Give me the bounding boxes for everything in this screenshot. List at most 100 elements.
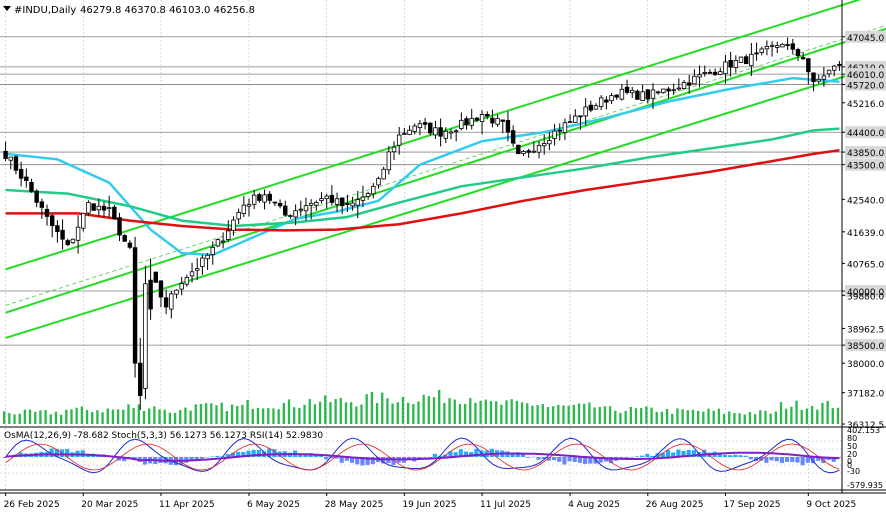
- volume-bar: [163, 409, 166, 424]
- volume-bar: [39, 410, 42, 424]
- candle-body: [650, 89, 656, 99]
- candle-body: [526, 150, 531, 153]
- volume-bar: [665, 409, 669, 424]
- candle-body: [816, 78, 821, 82]
- price-level-badge: [845, 158, 886, 171]
- candle-body: [635, 90, 640, 100]
- time-tick-label: 26 Aug 2025: [646, 500, 704, 510]
- volume-bar: [624, 410, 627, 424]
- candle-body: [541, 143, 547, 147]
- volume-bar: [355, 406, 358, 424]
- volume-bar: [111, 409, 115, 424]
- candle-body: [153, 271, 158, 283]
- volume-bar: [551, 406, 555, 424]
- candle-body: [158, 280, 164, 298]
- candle-body: [433, 127, 438, 136]
- candle-body: [329, 194, 335, 203]
- candlesticks: [3, 37, 842, 411]
- volume-bar: [225, 411, 229, 424]
- volume-bar: [743, 414, 746, 424]
- candle-body: [163, 297, 169, 308]
- indicator-readout: OsMA(12,26,9) -78.682 Stoch(5,3,3) 56.12…: [4, 431, 323, 441]
- osma-bar: [671, 452, 676, 457]
- volume-bar: [406, 402, 410, 424]
- candle-body: [241, 204, 247, 214]
- time-tick-label: 11 Jul 2025: [480, 500, 531, 510]
- volume-bar: [18, 413, 21, 424]
- candle-body: [495, 117, 500, 125]
- price-tick-label: 38500.0: [847, 342, 884, 352]
- osma-bar: [391, 457, 396, 465]
- candle-body: [536, 145, 542, 153]
- volume-bar: [106, 408, 109, 424]
- candle-body: [308, 202, 314, 206]
- candle-body: [428, 122, 433, 134]
- volume-bar: [349, 402, 353, 424]
- candle-body: [630, 89, 635, 94]
- volume-bar: [251, 408, 254, 424]
- volume-bar: [241, 404, 244, 424]
- price-tick-label: 40000.0: [847, 288, 884, 298]
- volume-bar: [137, 404, 140, 424]
- candle-body: [174, 289, 179, 295]
- volume-bar: [220, 402, 223, 424]
- volume-bar: [722, 413, 726, 424]
- candle-body: [832, 65, 837, 71]
- volume-bar: [101, 412, 104, 424]
- volume-bar: [85, 409, 89, 424]
- candle-body: [246, 204, 252, 207]
- candle-body: [334, 198, 340, 205]
- volume-bar: [318, 401, 322, 424]
- volume-bar: [785, 408, 788, 424]
- volume-bar: [339, 397, 342, 424]
- volume-bar: [360, 404, 363, 424]
- time-tick-label: 17 Sep 2025: [723, 500, 780, 510]
- osma-bar: [805, 457, 810, 463]
- caret-down-icon[interactable]: [3, 6, 11, 11]
- osma-bar: [728, 455, 733, 457]
- volume-bar: [593, 407, 596, 424]
- osma-bar: [526, 457, 531, 458]
- candle-body: [422, 122, 428, 125]
- volume-bar: [469, 398, 472, 424]
- candle-body: [49, 215, 55, 227]
- candle-body: [562, 122, 568, 133]
- volume-bar: [836, 407, 840, 424]
- time-tick-label: 4 Aug 2025: [568, 500, 620, 510]
- volume-bar: [557, 404, 560, 424]
- price-tick-label: 40765.0: [847, 260, 884, 270]
- candle-body: [303, 205, 309, 212]
- volume-bar: [489, 401, 493, 424]
- candle-body: [707, 71, 713, 74]
- osma-bar: [816, 457, 821, 461]
- candle-body: [231, 219, 236, 231]
- volume-bar: [474, 402, 477, 424]
- volume-bar: [531, 405, 534, 424]
- price-tick-label: 44400.0: [847, 129, 884, 139]
- osma-bar: [318, 455, 324, 457]
- osma-bar: [349, 457, 355, 463]
- candle-body: [34, 190, 39, 203]
- price-tick-label: 41639.0: [847, 229, 884, 239]
- candle-body: [661, 88, 666, 94]
- volume-bar: [728, 411, 731, 424]
- candle-body: [24, 176, 29, 181]
- volume-bar: [184, 407, 187, 424]
- candle-body: [169, 293, 174, 310]
- volume-bar: [199, 403, 203, 424]
- osma-bar: [298, 453, 303, 457]
- volume-bar: [386, 398, 389, 424]
- osma-bar: [769, 457, 774, 461]
- osma-bar: [810, 457, 816, 464]
- volume-bar: [510, 399, 513, 424]
- price-tick-label: 43500.0: [847, 162, 884, 172]
- candle-body: [764, 46, 770, 50]
- volume-bar: [70, 409, 73, 424]
- volume-bar: [448, 398, 451, 424]
- candle-body: [376, 178, 381, 186]
- volume-bar: [375, 403, 379, 424]
- osma-bar: [583, 457, 588, 464]
- candle-body: [39, 201, 45, 208]
- volume-bar: [122, 409, 125, 424]
